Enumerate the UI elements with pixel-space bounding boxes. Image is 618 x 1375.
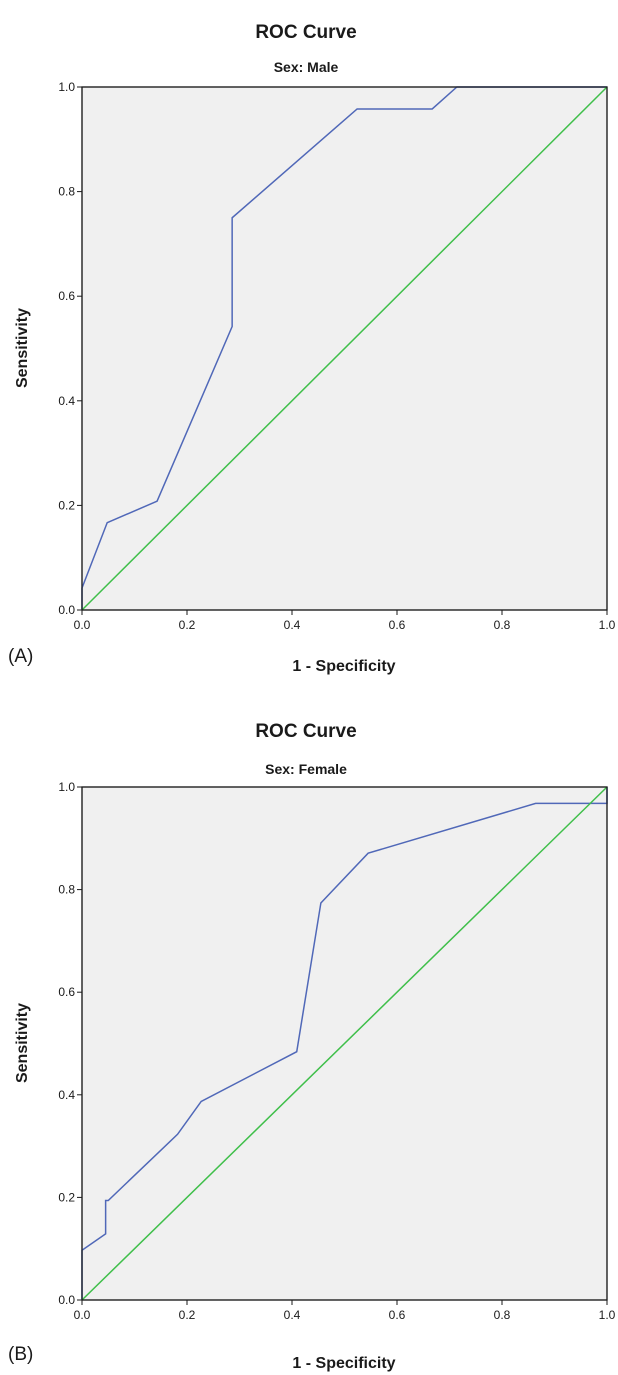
axis-ticks: 0.0 0.2 0.4 0.6 0.8 1.0 0.0 0.2 0.4 0.6 0.8 1.0 — [58, 780, 615, 1322]
y-tick-label: 0.6 — [58, 985, 75, 999]
x-axis-label: 1 - Specificity — [292, 1355, 395, 1372]
x-tick-label: 0.6 — [389, 618, 406, 632]
chart-subtitle: Sex: Female — [265, 761, 347, 777]
reference-diagonal-line — [81, 786, 608, 1301]
x-tick-label: 0.8 — [494, 618, 511, 632]
y-tick-label: 0.8 — [58, 883, 75, 897]
panel-label: (B) — [8, 1344, 33, 1365]
plot-frame — [81, 86, 608, 611]
x-tick-label: 0.2 — [179, 618, 196, 632]
x-tick-label: 0.6 — [389, 1308, 406, 1322]
chart-subtitle: Sex: Male — [274, 59, 339, 75]
x-tick-label: 0.8 — [494, 1308, 511, 1322]
reference-diagonal-line — [81, 86, 608, 611]
y-tick-label: 0.2 — [58, 1190, 75, 1204]
x-tick-label: 0.4 — [284, 618, 301, 632]
roc-curve-line — [81, 86, 607, 610]
x-axis-label: 1 - Specificity — [292, 658, 395, 675]
x-tick-label: 1.0 — [599, 618, 616, 632]
x-tick-label: 0.0 — [74, 618, 91, 632]
y-tick-label: 0.0 — [58, 603, 75, 617]
y-axis-label: Sensitivity — [14, 308, 31, 388]
y-tick-label: 0.8 — [58, 185, 75, 199]
chart-title: ROC Curve — [255, 721, 356, 742]
x-tick-label: 0.0 — [74, 1308, 91, 1322]
y-tick-label: 0.0 — [58, 1293, 75, 1307]
chart-title: ROC Curve — [255, 22, 356, 43]
roc-chart-female: ROC Curve Sex: Female 0.0 0.2 0.4 0.6 0.8 1.0… — [8, 721, 616, 1372]
roc-curve-line — [81, 787, 608, 1300]
y-tick-label: 1.0 — [58, 780, 75, 794]
roc-chart-male: ROC Curve Sex: Male 0.0 0.2 0.4 0.6 0.8 1.00.… — [8, 22, 616, 675]
y-tick-label: 0.2 — [58, 498, 75, 512]
y-axis-label: Sensitivity — [14, 1003, 31, 1083]
y-tick-label: 0.6 — [58, 289, 75, 303]
y-tick-label: 0.4 — [58, 394, 75, 408]
panel-label: (A) — [8, 646, 33, 667]
x-tick-label: 0.2 — [179, 1308, 196, 1322]
y-tick-label: 1.0 — [58, 80, 75, 94]
series-group — [81, 786, 608, 1301]
plot-frame — [81, 786, 608, 1301]
series-group — [81, 86, 608, 611]
axis-ticks: 0.0 0.2 0.4 0.6 0.8 1.0 0.0 0.2 0.4 0.6 0.8 1.0 — [58, 80, 615, 632]
x-tick-label: 0.4 — [284, 1308, 301, 1322]
y-tick-label: 0.4 — [58, 1088, 75, 1102]
x-tick-label: 1.0 — [599, 1308, 616, 1322]
